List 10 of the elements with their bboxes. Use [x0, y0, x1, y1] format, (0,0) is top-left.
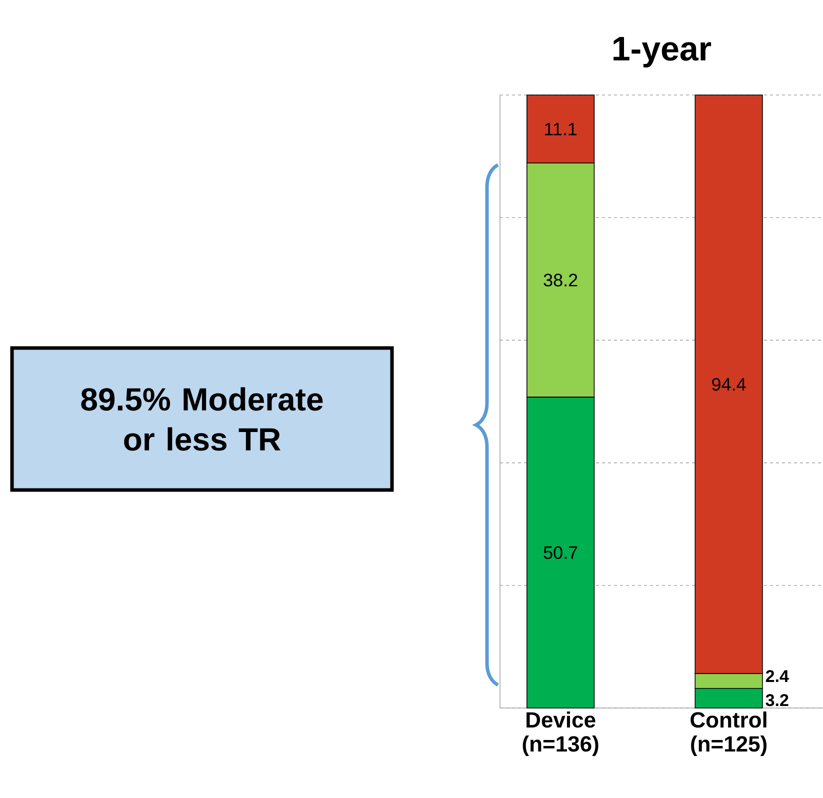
- data-label: 38.2: [544, 274, 578, 286]
- data-label: 11.1: [545, 122, 577, 136]
- text: 89.5% Moderate or less TR: [81, 387, 323, 451]
- data-label: 3.2: [766, 694, 788, 706]
- chart-title: 1-year: [614, 37, 712, 68]
- data-label: 2.4: [766, 670, 789, 682]
- data-label: 50.7: [544, 546, 578, 559]
- x-tick-label: Control (n=125): [690, 712, 767, 756]
- x-tick-label: Device (n=136): [522, 712, 598, 756]
- data-label: 94.4: [712, 378, 746, 391]
